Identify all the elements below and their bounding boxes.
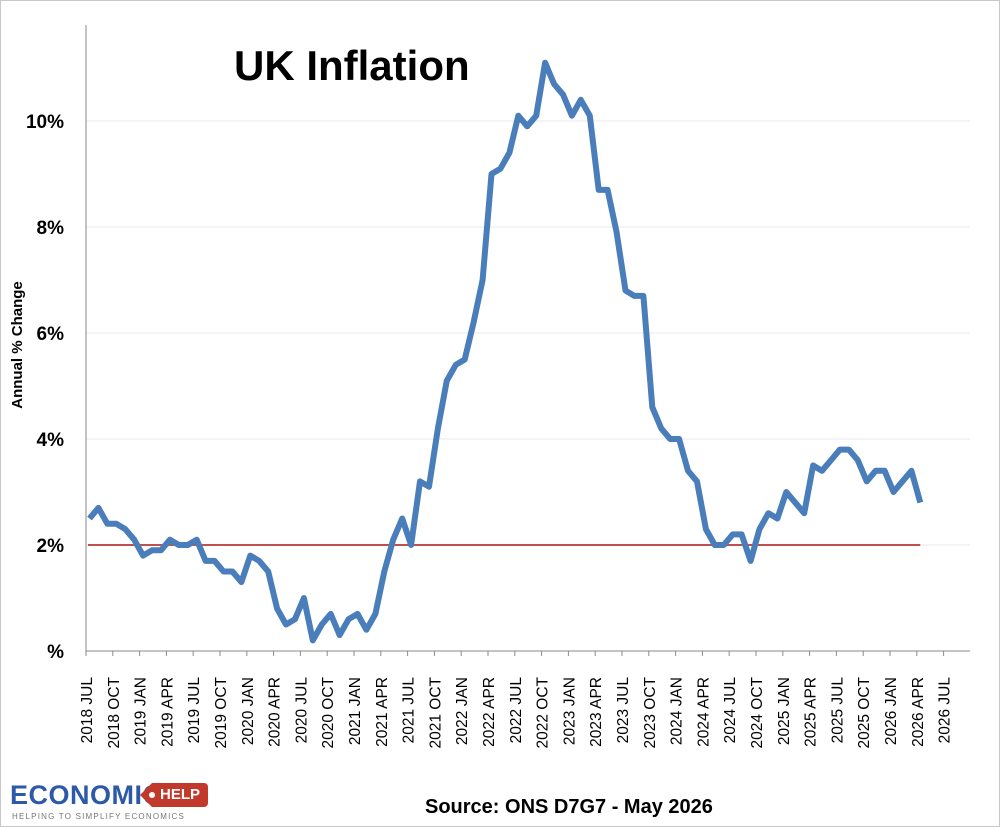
y-tick-label-4: 4%	[37, 430, 65, 451]
x-tick-label: 2026 JUL	[937, 677, 954, 744]
logo-tag-label: HELP	[160, 786, 201, 803]
x-tick-label: 2024 JUL	[722, 677, 739, 744]
y-tick-labels: % 2% 4% 6% 8% 10%	[26, 112, 64, 663]
x-tick-label: 2019 OCT	[213, 676, 230, 748]
y-axis-label: Annual % Change	[9, 281, 26, 409]
x-tick-label: 2022 OCT	[535, 676, 552, 748]
logo-tag-icon: HELP	[140, 783, 208, 807]
x-tick-label: 2021 OCT	[427, 676, 444, 748]
x-tick-label: 2021 JAN	[347, 677, 364, 745]
x-tick-labels: 2018 JUL 2018 OCT 2019 JAN 2019 APR 2019 JUL…	[79, 676, 954, 748]
gridlines	[86, 120, 970, 546]
x-tick-label: 2021 JUL	[401, 677, 418, 744]
y-tick-label-2: 2%	[37, 536, 65, 557]
economics-help-logo: ECONOMICS HELP HELPING TO SIMPLIFY ECONO…	[6, 778, 211, 824]
x-tick-label: 2026 JAN	[883, 677, 900, 745]
x-tick-label: 2018 OCT	[106, 676, 123, 748]
x-tick-label: 2022 JAN	[454, 677, 471, 745]
y-tick-label-8: 8%	[37, 218, 65, 239]
x-tick-label: 2024 JAN	[669, 677, 686, 745]
chart-title: UK Inflation	[234, 42, 470, 89]
x-tick-label: 2026 APR	[910, 677, 927, 747]
x-tick-label: 2018 JUL	[79, 677, 96, 744]
series-layer	[87, 59, 924, 644]
source-note: Source: ONS D7G7 - May 2026	[425, 796, 713, 818]
x-tick-label: 2020 APR	[267, 677, 284, 747]
x-tick-label: 2020 JUL	[293, 677, 310, 744]
x-tick-label: 2024 OCT	[749, 676, 766, 748]
x-tick-label: 2020 JAN	[240, 677, 257, 745]
x-tick-label: 2025 OCT	[856, 676, 873, 748]
x-tick-label: 2021 APR	[374, 677, 391, 747]
x-tick-label: 2025 JUL	[829, 677, 846, 744]
axes	[85, 25, 970, 656]
x-tick-label: 2020 OCT	[320, 676, 337, 748]
x-tick-label: 2024 APR	[695, 677, 712, 747]
logo-tagline: HELPING TO SIMPLIFY ECONOMICS	[12, 812, 186, 821]
x-tick-label: 2023 JAN	[561, 677, 578, 745]
x-tick-label: 2019 APR	[159, 677, 176, 747]
x-tick-label: 2023 JUL	[615, 677, 632, 744]
x-tick-label: 2022 APR	[481, 677, 498, 747]
x-tick-label: 2022 JUL	[508, 677, 525, 744]
x-tick-label: 2019 JAN	[133, 677, 150, 745]
series-line-cpi	[87, 59, 924, 644]
x-tick-label: 2019 JUL	[186, 677, 203, 744]
tag-hole-icon	[149, 792, 155, 798]
x-tick-label: 2025 APR	[803, 677, 820, 747]
y-tick-label-0: %	[47, 642, 64, 663]
x-tick-label: 2023 OCT	[642, 676, 659, 748]
x-tick-label: 2025 JAN	[776, 677, 793, 745]
x-tick-label: 2023 APR	[588, 677, 605, 747]
y-tick-label-10: 10%	[26, 112, 64, 133]
y-tick-label-6: 6%	[37, 324, 65, 345]
